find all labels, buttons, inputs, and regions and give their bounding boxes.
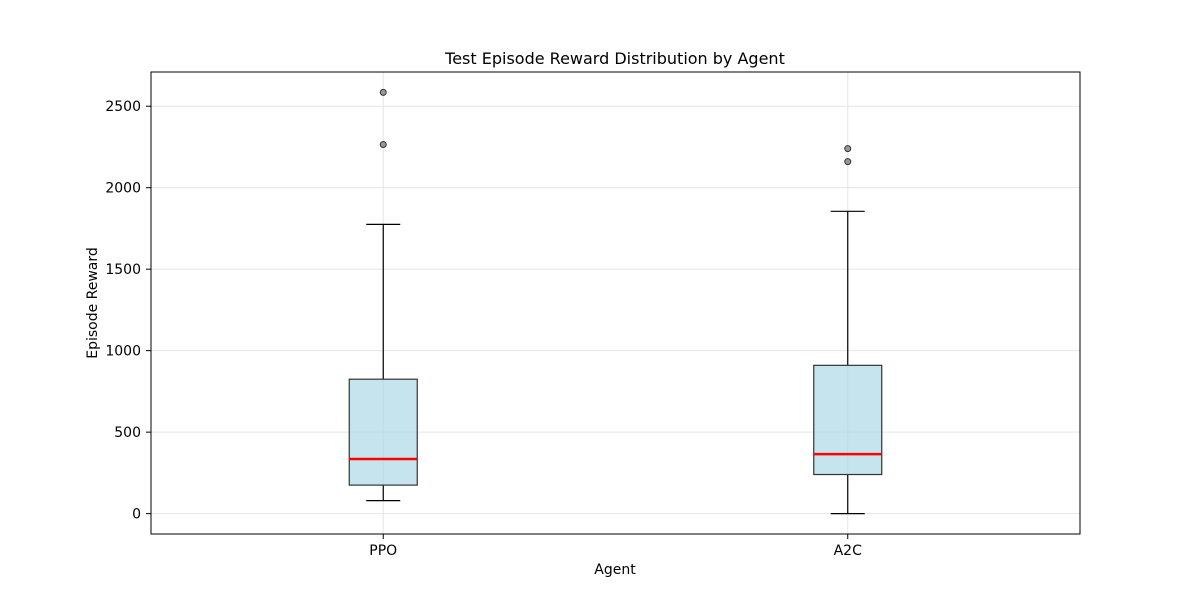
- y-axis-ticks: 0 500 1000 1500 2000 2500: [105, 99, 151, 523]
- x-tick-label: PPO: [369, 543, 397, 559]
- y-tick-label: 2000: [105, 181, 141, 197]
- outlier-point: [844, 158, 852, 166]
- x-tick-label: A2C: [834, 543, 862, 559]
- y-tick-label: 0: [132, 507, 141, 523]
- y-tick-label: 500: [114, 425, 141, 441]
- x-axis-ticks: PPO A2C: [369, 534, 862, 559]
- box-body: [813, 364, 883, 476]
- boxes-layer: [348, 88, 883, 515]
- x-axis-label: Agent: [594, 562, 636, 578]
- y-axis-label: Episode Reward: [85, 247, 101, 359]
- y-tick-label: 1000: [105, 344, 141, 360]
- y-tick-label: 2500: [105, 99, 141, 115]
- outlier-point: [379, 88, 387, 96]
- grid-layer: [151, 72, 1080, 534]
- y-tick-label: 1500: [105, 262, 141, 278]
- box-body: [348, 378, 418, 486]
- outlier-point: [379, 141, 387, 149]
- outlier-point: [844, 145, 852, 153]
- box-a2c: [813, 145, 883, 515]
- box-ppo: [348, 88, 418, 502]
- chart-title: Test Episode Reward Distribution by Agen…: [444, 49, 785, 68]
- plot-frame: [150, 71, 1081, 535]
